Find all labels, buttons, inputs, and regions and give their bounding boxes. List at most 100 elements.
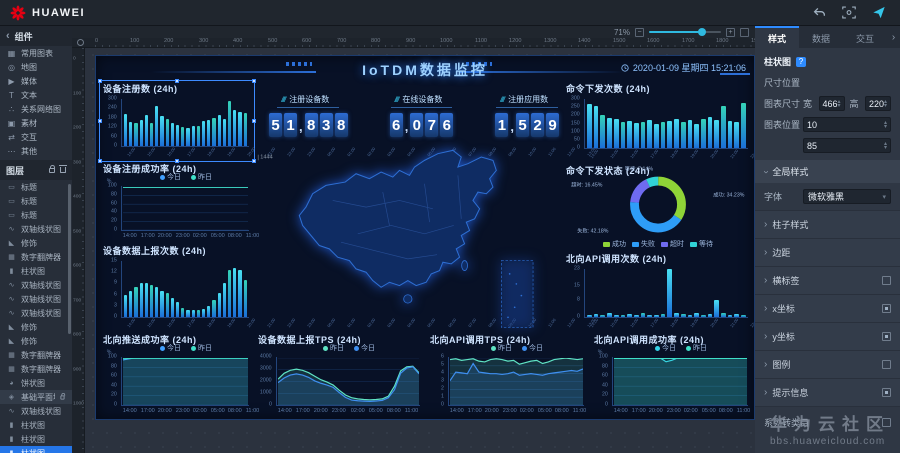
series-to-category-checkbox[interactable] xyxy=(882,418,891,427)
ruler-origin-icon[interactable] xyxy=(77,39,84,46)
resize-handle-e[interactable] xyxy=(252,119,256,123)
components-header[interactable]: ‹ 组件 xyxy=(0,26,72,46)
height-input[interactable]: 220 ▴ ▾ xyxy=(865,96,891,111)
layer-item[interactable]: ▦ 数字翻牌器 xyxy=(8,364,61,374)
layer-item[interactable]: ∿ 双轴线状图 xyxy=(8,224,61,234)
tab-interaction[interactable]: 交互 xyxy=(855,33,874,44)
chart-command-status-donut[interactable]: 命令下发状态 (24h) 成功: 34.23% 失败: 42.18% 超时: 16.4… xyxy=(564,164,752,250)
stat-title: 注册设备数 xyxy=(289,95,330,104)
layer-item[interactable]: ∿ 双轴线状图 xyxy=(8,308,61,318)
layer-scrollbar[interactable] xyxy=(68,184,71,334)
chart-command-count[interactable]: 命令下发次数 (24h) 0 50 100 150 200 250 300 14:00 15:00… xyxy=(566,84,755,160)
layer-item[interactable]: ▭ 标题 xyxy=(8,182,37,192)
china-map[interactable] xyxy=(262,142,562,334)
position-x-input[interactable]: 10 ▴ ▾ xyxy=(803,117,891,132)
tabs-more-icon[interactable]: › xyxy=(891,31,896,43)
layer-item[interactable]: ∿ 双轴线状图 xyxy=(8,280,61,290)
tooltip-checkbox[interactable] xyxy=(882,388,891,397)
sidebar-item-charts[interactable]: ▦ 常用图表 xyxy=(7,48,53,58)
layer-item[interactable]: ▮柱状图 xyxy=(0,264,72,278)
layer-item[interactable]: ∿ 双轴线状图 xyxy=(8,406,61,416)
help-icon[interactable]: ? xyxy=(796,56,807,67)
tab-data[interactable]: 数据 xyxy=(811,33,830,44)
layer-item[interactable]: ▮柱状图 xyxy=(0,446,72,453)
chart-report-tps[interactable]: 设备数据上报TPS (24h) 昨日 今日 0 1000 2000 3000 4000 14:0… xyxy=(256,333,424,417)
layer-item[interactable]: ∿ 双轴线状图 xyxy=(8,294,61,304)
style-row-margin[interactable]: › 边距 xyxy=(755,238,900,266)
canvas-workspace[interactable]: 0 100 200 300 400 500 600 700 800 900 1000 IoTDM数据… xyxy=(72,48,755,453)
resize-handle-s[interactable] xyxy=(175,159,179,163)
dual-line-chart-icon: ∿ xyxy=(8,310,15,317)
header-dots-left xyxy=(286,62,312,66)
undo-icon[interactable] xyxy=(812,6,826,20)
layer-item[interactable]: ◣ 修饰 xyxy=(8,322,37,332)
chart-api-success-rate[interactable]: 北向API调用成功率 (24h) 今日 昨日 0 20 40 60 80 100% 14:00 17… xyxy=(594,335,751,414)
layer-item[interactable]: ▮柱状图 xyxy=(0,418,72,432)
global-style-header[interactable]: › 全局样式 xyxy=(755,160,900,183)
layer-item[interactable]: ◣ 修饰 xyxy=(8,238,37,248)
stripes-icon: //// xyxy=(394,97,400,104)
position-y-input[interactable]: 85 ▴ ▾ xyxy=(803,138,891,153)
layer-item[interactable]: ▮柱状图 xyxy=(0,432,72,446)
zoom-slider[interactable] xyxy=(649,28,721,36)
font-select[interactable]: 微软雅黑 ▾ xyxy=(803,189,891,204)
layer-item[interactable]: ◈基础平面地图 xyxy=(0,390,72,404)
resize-handle-nw[interactable] xyxy=(98,79,102,83)
lock-icon[interactable] xyxy=(49,164,55,173)
resize-handle-sw[interactable] xyxy=(98,159,102,163)
chart-push-success-rate[interactable]: 北向推送成功率 (24h) 今日 昨日 0 20 40 60 80 100% 14:00 17:00… xyxy=(103,335,260,414)
chart-api-tps[interactable]: 北向API调用TPS (24h) 昨日 今日 0 1 2 3 4 5 6 14:00 17:00 20:… xyxy=(430,335,587,414)
x-axis-checkbox[interactable] xyxy=(882,304,891,313)
back-icon[interactable]: ‹ xyxy=(6,30,10,42)
layer-item[interactable]: ▦ 数字翻牌器 xyxy=(8,350,61,360)
style-row-legend[interactable]: › 图例 xyxy=(755,350,900,378)
chart-size-label: 图表尺寸 xyxy=(764,99,801,109)
tab-style[interactable]: 样式 xyxy=(755,26,799,48)
h-label-checkbox[interactable] xyxy=(882,276,891,285)
resize-handle-n[interactable] xyxy=(175,79,179,83)
sidebar-item-material[interactable]: ▣ 素材 xyxy=(7,118,37,128)
sidebar-item-text[interactable]: T 文本 xyxy=(0,88,72,102)
chart-data-report-count[interactable]: 设备数据上报次数 (24h) 0 3 6 9 12 15 14:00 15:00 16:00 17:… xyxy=(103,246,597,329)
layer-item[interactable]: ◕ 饼状图 xyxy=(0,376,72,390)
layer-item[interactable]: ▦ 数字翻牌器 xyxy=(8,252,61,262)
layer-item[interactable]: ◣ 修饰 xyxy=(8,336,37,346)
fit-screen-icon[interactable] xyxy=(740,27,749,37)
flip-number-icon: ▦ xyxy=(8,352,15,359)
resize-handle-ne[interactable] xyxy=(252,79,256,83)
dashboard-canvas[interactable]: IoTDM数据监控 2020-01-09 星期四 15:21:06 设备注册数 … xyxy=(95,55,755,420)
width-input[interactable]: 466 ▴ ▾ xyxy=(818,96,845,111)
legend-checkbox[interactable] xyxy=(882,360,891,369)
style-row-y-axis[interactable]: › y坐标 xyxy=(755,322,900,350)
style-row-h-label[interactable]: › 横标签 xyxy=(755,266,900,294)
style-row-x-axis[interactable]: › x坐标 xyxy=(755,294,900,322)
y-axis-checkbox[interactable] xyxy=(882,332,891,341)
chart-api-call-count[interactable]: 北向API调用次数 (24h) 0 8 15 23 14:00 15:00 16:00 17:0… xyxy=(566,254,755,329)
trash-icon[interactable] xyxy=(59,165,67,173)
zoom-in-icon[interactable]: + xyxy=(726,27,735,37)
bar-chart-icon: ▮ xyxy=(9,268,14,275)
sidebar-item-media[interactable]: ▶ 媒体 xyxy=(8,76,37,86)
y-stepper-icon[interactable]: ▴ ▾ xyxy=(883,140,887,151)
publish-icon[interactable] xyxy=(872,6,886,20)
layer-item[interactable]: ▭ 标题 xyxy=(8,196,37,206)
preview-icon[interactable] xyxy=(842,6,856,20)
height-stepper-icon[interactable]: ▴ ▾ xyxy=(884,98,888,109)
zoom-slider-knob[interactable] xyxy=(697,28,706,36)
width-stepper-icon[interactable]: ▴ ▾ xyxy=(837,98,841,109)
x-stepper-icon[interactable]: ▴ ▾ xyxy=(883,119,887,130)
zoom-out-icon[interactable]: − xyxy=(635,27,644,37)
layer-item[interactable]: ▭ 标题 xyxy=(8,210,37,220)
style-row-tooltip[interactable]: › 提示信息 xyxy=(755,378,900,407)
sidebar-item-map[interactable]: ◎ 地图 xyxy=(8,62,37,72)
resize-handle-w[interactable] xyxy=(98,119,102,123)
chart-device-registrations[interactable]: 设备注册数 (24h) 0 60 120 180 240 300 14:00 15:00 16:0… xyxy=(98,79,596,163)
sidebar-item-other[interactable]: ⋯ 其他 xyxy=(7,146,38,156)
height-label: 高 xyxy=(849,99,859,109)
chart-title: 命令下发次数 (24h) xyxy=(566,84,651,94)
sidebar-item-interact[interactable]: ⇄ 交互 xyxy=(8,132,37,142)
resize-handle-se[interactable] xyxy=(252,159,256,163)
chart-registration-success-rate[interactable]: 设备注册成功率 (24h) 今日 昨日 0 20 40 60 80 100% 14:00 17:00… xyxy=(103,164,260,239)
sidebar-item-relation[interactable]: ∴ 关系网络图 xyxy=(8,104,61,114)
style-row-bar-style[interactable]: › 柱子样式 xyxy=(755,210,900,238)
